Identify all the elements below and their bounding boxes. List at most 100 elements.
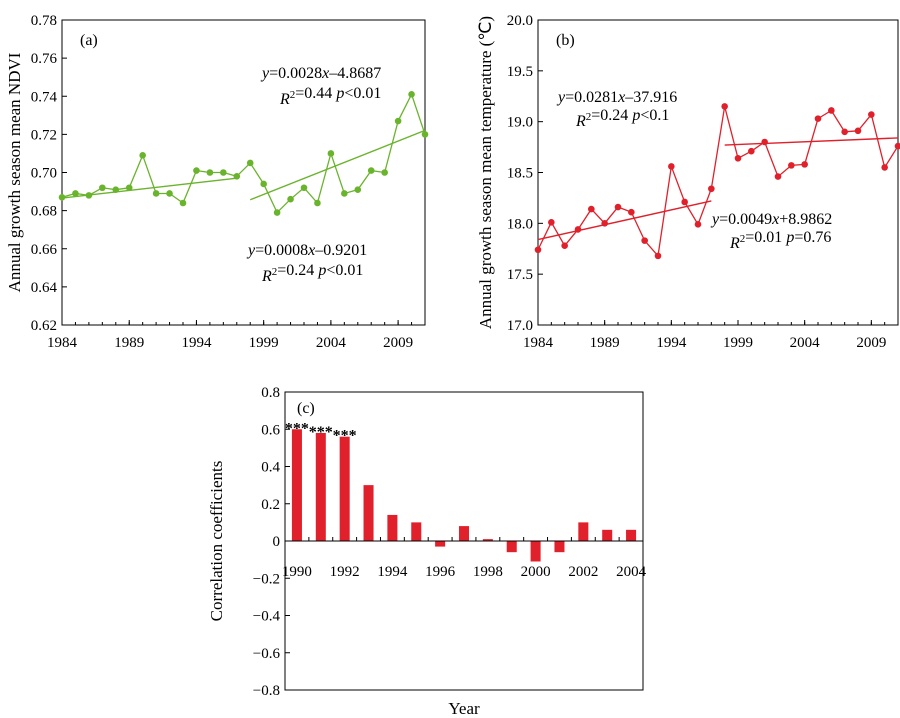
annotation-r1-part: 2 [290, 89, 296, 101]
data-point [408, 91, 415, 98]
y-tick-label: 0.8 [261, 385, 280, 401]
y-axis-label: Annual growth season mean NDVI [5, 52, 24, 292]
data-point [300, 184, 308, 192]
bar [578, 522, 589, 541]
series-line [61, 92, 426, 214]
bar [387, 514, 398, 541]
annotation-r1-part: =0.24 [591, 107, 632, 124]
annotation-r1-part: R [279, 91, 290, 108]
y-tick-label: 0.4 [261, 460, 280, 476]
y-tick-label: 17.0 [507, 318, 533, 334]
data-point [287, 195, 294, 203]
data-point [828, 107, 835, 114]
x-tick-label: 1994 [181, 335, 212, 351]
bar [602, 529, 613, 541]
significance-label: *** [333, 428, 357, 445]
annotation-eq1-part: =0.0281 [565, 89, 618, 106]
annotation-eq2-part: +8.9862 [779, 211, 832, 228]
x-tick-label: 2000 [521, 564, 551, 580]
bar [339, 436, 350, 541]
annotation-r2-part: =0.76 [794, 229, 831, 246]
x-tick-label: 1998 [473, 564, 503, 580]
x-tick-label: 2009 [383, 335, 413, 351]
chart-panel-0: 0.62 0.64 0.66 0.68 0.70 0.72 0.74 0.76 0.78 1984… [5, 13, 429, 351]
chart-panel-2: −0.8−0.6−0.4−0.200.20.40.60.8*** *** ***19… [207, 385, 647, 718]
annotation-r2-part: 2 [740, 233, 746, 245]
data-point [721, 103, 728, 110]
annotation-r1-part: <0.1 [640, 107, 669, 124]
panel-label: (b) [556, 32, 575, 49]
data-point [179, 199, 187, 207]
x-tick-label: 2004 [316, 335, 347, 351]
x-tick-label: 2002 [568, 564, 598, 580]
annotation-eq1-part: y [260, 65, 270, 82]
y-tick-label: 0.76 [31, 51, 58, 67]
x-tick-label: 2009 [856, 335, 886, 351]
data-point [668, 163, 675, 170]
y-tick-label: 0.78 [31, 13, 57, 29]
data-point [314, 199, 321, 207]
data-point [628, 208, 635, 216]
data-point [327, 150, 335, 157]
data-point [708, 185, 715, 193]
data-point [681, 198, 688, 206]
bar [363, 485, 374, 541]
annotation-r1: R2=0.44 p<0.01 [279, 85, 381, 108]
bar [506, 541, 517, 553]
data-point [125, 184, 133, 192]
x-tick-label: 1989 [114, 335, 144, 351]
bar [482, 539, 493, 541]
data-point [381, 169, 388, 176]
data-point [614, 203, 622, 211]
data-point [894, 142, 900, 150]
data-point [854, 127, 862, 135]
bar [291, 429, 302, 541]
y-tick-label: 20.0 [507, 13, 533, 29]
data-point [99, 184, 106, 192]
annotation-r2-part: p [785, 229, 794, 246]
y-tick-label: 0.70 [31, 166, 57, 182]
data-point [814, 115, 822, 122]
y-tick-label: 18.0 [507, 216, 533, 232]
annotation-r1-part: =0.44 [295, 85, 336, 102]
data-point [881, 164, 888, 171]
annotation-eq1-part: x [321, 65, 329, 82]
y-tick-label: 0.74 [31, 89, 58, 105]
x-tick-label: 1984 [523, 335, 554, 351]
panel-label: (a) [80, 32, 98, 49]
y-tick-label: 19.0 [507, 115, 533, 131]
annotation-r2: R2=0.01 p=0.76 [729, 229, 831, 252]
data-point [260, 180, 267, 188]
annotation-r2-part: =0.24 [277, 262, 318, 279]
y-axis-label: Correlation coefficients [207, 461, 226, 622]
y-tick-label: −0.6 [253, 646, 281, 662]
y-tick-label: 0.2 [261, 497, 280, 513]
bar [458, 526, 470, 541]
bar [530, 541, 541, 562]
annotation-eq1-part: =0.0028 [269, 65, 322, 82]
y-tick-label: −0.8 [253, 683, 280, 699]
annotation-r1-part: R [575, 113, 586, 130]
annotation-r2-part: R [261, 268, 272, 285]
annotation-eq1: y=0.0028x–4.8687 [260, 65, 381, 82]
annotation-eq2-part: =0.0049 [719, 211, 772, 228]
data-point [801, 161, 808, 168]
x-tick-label: 1984 [47, 335, 78, 351]
annotation-eq2-part: –0.9201 [314, 242, 367, 259]
y-tick-label: 0.68 [31, 204, 57, 220]
data-point [220, 169, 227, 176]
data-point [748, 147, 755, 155]
annotation-r2-part: <0.01 [326, 262, 363, 279]
data-point [341, 190, 348, 197]
bar [554, 541, 565, 553]
trend-line [249, 129, 426, 201]
data-point [421, 131, 429, 138]
y-tick-label: 19.5 [507, 64, 533, 80]
annotation-r2-part: R [729, 235, 740, 252]
x-tick-label: 1992 [330, 564, 360, 580]
significance-label: *** [285, 420, 309, 437]
x-tick-label: 2004 [790, 335, 821, 351]
data-point [354, 186, 362, 193]
data-point [193, 167, 200, 174]
data-point [273, 209, 281, 216]
